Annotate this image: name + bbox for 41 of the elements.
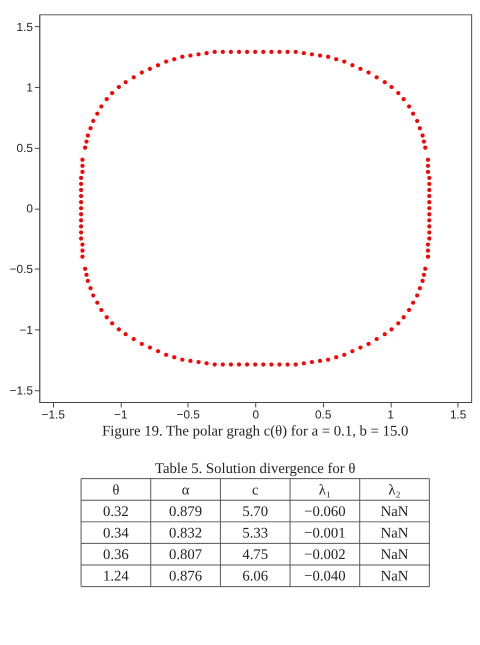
text: NaN bbox=[380, 568, 408, 585]
text: NaN bbox=[380, 526, 408, 542]
y-tick-label: −1 bbox=[19, 324, 33, 337]
text: 0.807 bbox=[168, 547, 202, 564]
text: −0.040 bbox=[304, 568, 346, 585]
x-tick-label: −1.5 bbox=[42, 408, 66, 422]
text: 0.876 bbox=[168, 568, 202, 585]
text: 0.879 bbox=[168, 504, 202, 520]
category-label: λ₁ bbox=[318, 482, 332, 498]
text: −0.002 bbox=[304, 547, 346, 564]
y-tick-label: 1.5 bbox=[16, 20, 34, 34]
y-tick-label: −1.5 bbox=[10, 384, 34, 398]
text: 5.33 bbox=[242, 526, 268, 542]
text: NaN bbox=[380, 504, 408, 520]
x-tick-label: 1 bbox=[387, 408, 394, 422]
text: NaN bbox=[380, 547, 408, 564]
category-label: λ₂ bbox=[388, 482, 401, 498]
category-label: c bbox=[252, 482, 259, 498]
text: 5.70 bbox=[242, 504, 268, 520]
y-tick-label: −0.5 bbox=[10, 263, 34, 276]
x-tick-label: 0 bbox=[252, 408, 260, 422]
x-tick-label: −1 bbox=[114, 408, 128, 422]
text: 1.24 bbox=[103, 568, 129, 585]
x-tick-label: 1.5 bbox=[450, 408, 467, 422]
text: 6.06 bbox=[242, 568, 268, 585]
category-label: α bbox=[182, 482, 190, 498]
text: 0.34 bbox=[103, 526, 129, 542]
text: 0.32 bbox=[103, 504, 129, 520]
text: 0.832 bbox=[168, 526, 202, 542]
text: 0.36 bbox=[103, 547, 129, 564]
x-tick-label: 0.5 bbox=[315, 408, 332, 422]
text: −0.001 bbox=[304, 526, 346, 542]
x-tick-label: −0.5 bbox=[176, 408, 200, 422]
y-tick-label: 0 bbox=[26, 202, 34, 216]
text: −0.060 bbox=[304, 504, 346, 520]
y-tick-label: 1 bbox=[26, 81, 33, 94]
y-tick-label: 0.5 bbox=[16, 142, 34, 156]
text: Table 5. Solution divergence for θ bbox=[155, 461, 356, 478]
category-label: θ bbox=[112, 482, 120, 498]
caption: Figure 19. The polar gragh c(θ) for a = 0.1, b = 15.0 bbox=[102, 423, 408, 440]
text: 4.75 bbox=[242, 547, 268, 564]
